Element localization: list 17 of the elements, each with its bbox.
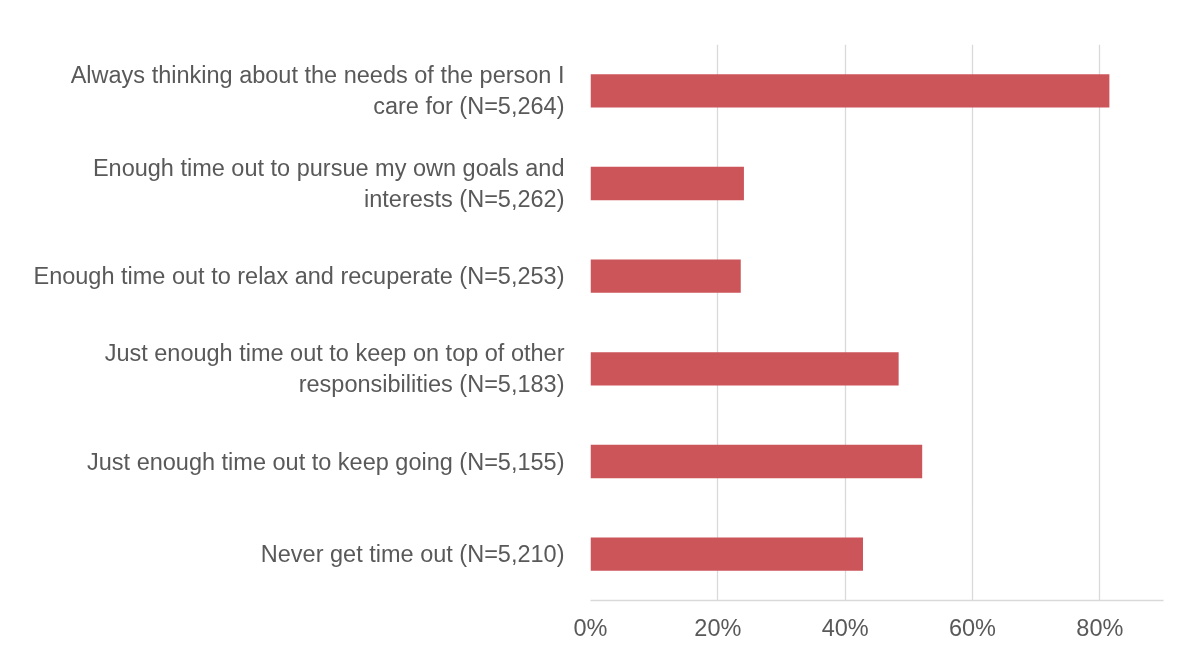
x-tick-label: 60%: [948, 614, 997, 641]
x-tick-label: 80%: [1076, 614, 1124, 641]
x-tick-label: 40%: [821, 614, 869, 641]
bar: [590, 352, 899, 386]
bar: [590, 537, 863, 571]
y-tick-label: Never get time out (N=5,210): [260, 541, 565, 568]
bar: [590, 74, 1110, 108]
x-tick-label: 0%: [573, 614, 608, 641]
y-tick-label: Enough time out to relax and recuperate (N=5,253): [33, 263, 565, 290]
y-tick-label: Enough time out to pursue my own goals and interests (N=5,262): [92, 154, 565, 213]
y-tick-label: Just enough time out to keep on top of other responsibilities (N=5,183): [104, 340, 565, 398]
bar: [590, 166, 744, 201]
y-tick-label: Just enough time out to keep going (N=5,155): [87, 448, 565, 475]
x-tick-label: 20%: [694, 614, 742, 641]
bar: [590, 259, 741, 293]
bar: [590, 444, 923, 479]
y-tick-label: Always thinking about the needs of the person I care for (N=5,264): [70, 62, 565, 120]
